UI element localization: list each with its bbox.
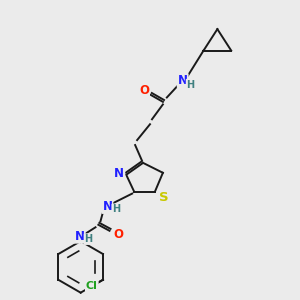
Text: H: H [85,234,93,244]
Text: N: N [178,74,188,87]
Text: S: S [159,191,169,204]
Text: Cl: Cl [86,281,98,291]
Text: O: O [113,228,123,241]
Text: H: H [112,204,120,214]
Text: N: N [114,167,124,180]
Text: N: N [102,200,112,213]
Text: H: H [187,80,195,90]
Text: O: O [139,84,149,97]
Text: N: N [75,230,85,243]
